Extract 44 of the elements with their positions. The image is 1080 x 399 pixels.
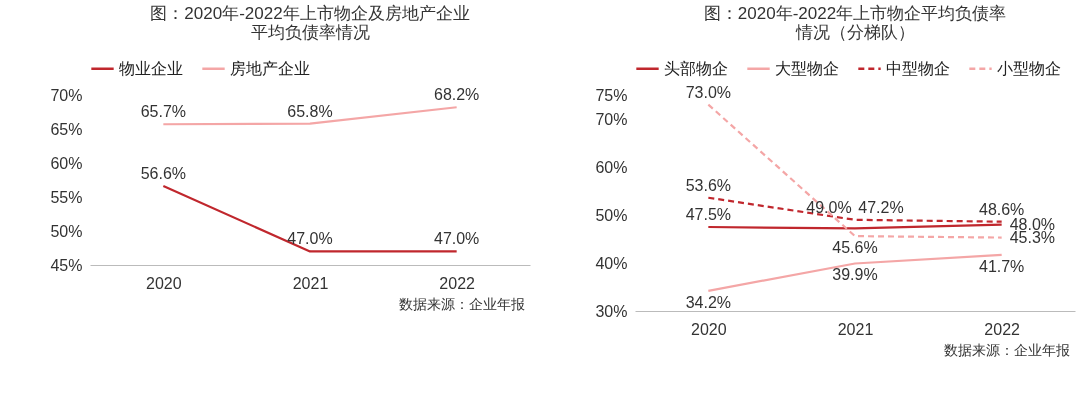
data-label: 39.9% xyxy=(832,266,878,284)
x-tick-label: 2021 xyxy=(292,274,329,292)
legend-label: 房地产企业 xyxy=(230,59,310,77)
source-note: 数据来源：企业年报 xyxy=(399,296,525,314)
chart-title: 图：2020年-2022年上市物企及房地产企业平均负债率情况 xyxy=(150,4,470,42)
y-tick-label: 50% xyxy=(595,206,628,224)
data-label: 65.8% xyxy=(287,102,333,120)
data-label: 73.0% xyxy=(685,83,732,101)
y-tick-label: 50% xyxy=(50,222,83,240)
y-tick-label: 55% xyxy=(50,188,83,206)
data-label: 47.5% xyxy=(685,206,732,223)
data-label: 48.6% xyxy=(978,200,1025,218)
x-tick-label: 2020 xyxy=(146,274,182,292)
source-note: 数据来源：企业年报 xyxy=(944,342,1070,360)
legend-label: 大型物企 xyxy=(775,59,839,77)
legend-label: 头部物企 xyxy=(664,59,728,77)
legend-label: 小型物企 xyxy=(997,59,1061,77)
data-label: 53.6% xyxy=(685,176,732,194)
y-tick-label: 60% xyxy=(595,158,628,176)
data-label: 45.6% xyxy=(832,239,878,257)
legend-label: 物业企业 xyxy=(119,59,183,77)
y-tick-label: 60% xyxy=(50,154,83,172)
data-label: 47.0% xyxy=(287,230,333,248)
x-tick-label: 2020 xyxy=(691,320,727,338)
y-tick-label: 30% xyxy=(595,302,628,320)
data-label: 47.0% xyxy=(433,230,480,248)
data-label: 68.2% xyxy=(433,86,480,104)
y-tick-label: 70% xyxy=(595,110,628,128)
y-tick-label: 65% xyxy=(50,120,83,138)
y-tick-label: 75% xyxy=(595,86,628,104)
data-label: 56.6% xyxy=(140,165,187,183)
data-label: 49.0% xyxy=(806,198,852,216)
x-tick-label: 2022 xyxy=(984,320,1021,338)
data-label: 65.7% xyxy=(140,103,187,121)
y-tick-label: 70% xyxy=(50,86,83,104)
y-tick-label: 40% xyxy=(595,254,628,272)
legend-label: 中型物企 xyxy=(886,59,950,77)
x-tick-label: 2022 xyxy=(439,274,476,292)
data-label: 34.2% xyxy=(685,293,732,311)
chart-title: 图：2020年-2022年上市物企平均负债率情况（分梯队） xyxy=(703,4,1007,42)
x-tick-label: 2021 xyxy=(837,320,874,338)
data-label: 41.7% xyxy=(978,257,1025,275)
data-label: 47.2% xyxy=(858,198,904,216)
y-tick-label: 45% xyxy=(50,256,83,274)
